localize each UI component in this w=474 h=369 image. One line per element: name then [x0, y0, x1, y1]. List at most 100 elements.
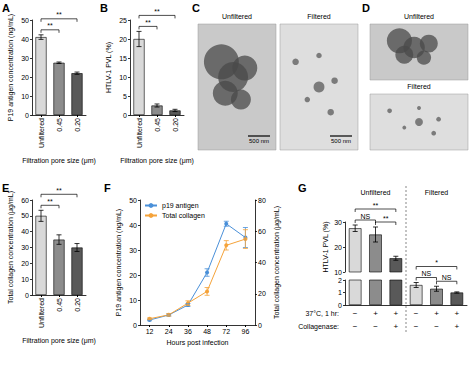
svg-text:NS: NS: [421, 270, 431, 277]
svg-text:Total collagen concentration (: Total collagen concentration (μg/mL): [273, 206, 281, 319]
svg-text:20: 20: [21, 260, 29, 267]
svg-text:0: 0: [338, 302, 342, 309]
svg-text:C: C: [192, 2, 200, 14]
svg-text:50: 50: [21, 17, 29, 24]
svg-text:60: 60: [258, 228, 266, 235]
svg-text:HTLV-1 PVL (%): HTLV-1 PVL (%): [322, 222, 330, 273]
svg-text:+: +: [454, 322, 459, 331]
svg-text:P19 antigen concentration (ng/: P19 antigen concentration (ng/mL): [115, 209, 123, 316]
svg-text:12: 12: [146, 328, 154, 335]
svg-text:**: **: [383, 215, 389, 222]
svg-text:10: 10: [21, 276, 29, 283]
svg-text:+: +: [454, 309, 459, 318]
svg-text:10: 10: [21, 93, 29, 100]
svg-text:1: 1: [338, 289, 342, 296]
svg-text:+: +: [393, 309, 398, 318]
svg-text:10: 10: [129, 297, 137, 304]
svg-text:Unfiltered: Unfiltered: [222, 13, 252, 20]
svg-text:20: 20: [258, 290, 266, 297]
svg-text:**: **: [56, 11, 62, 18]
svg-text:80: 80: [258, 197, 266, 204]
svg-text:NS: NS: [360, 213, 370, 220]
svg-text:Unfiltered: Unfiltered: [38, 118, 45, 148]
svg-text:37°C, 1 hr:: 37°C, 1 hr:: [305, 310, 339, 317]
svg-text:**: **: [154, 8, 160, 15]
svg-text:**: **: [56, 187, 62, 194]
svg-text:Filtration pore size (μm): Filtration pore size (μm): [120, 157, 194, 165]
svg-text:40: 40: [129, 222, 137, 229]
svg-text:24: 24: [165, 328, 173, 335]
svg-text:50: 50: [129, 197, 137, 204]
svg-text:30: 30: [21, 244, 29, 251]
svg-text:96: 96: [242, 328, 250, 335]
svg-text:Hours post infection: Hours post infection: [167, 339, 229, 347]
svg-text:−: −: [414, 309, 419, 318]
svg-text:Filtered: Filtered: [425, 189, 448, 196]
svg-text:40: 40: [258, 259, 266, 266]
svg-text:D: D: [362, 2, 370, 14]
svg-text:Filtered: Filtered: [407, 83, 430, 90]
svg-text:**: **: [373, 202, 379, 209]
svg-text:−: −: [353, 309, 358, 318]
svg-text:5: 5: [123, 93, 127, 100]
svg-text:+: +: [434, 309, 439, 318]
svg-text:+: +: [373, 309, 378, 318]
svg-text:0.45: 0.45: [56, 118, 63, 132]
svg-text:Filtered: Filtered: [307, 13, 330, 20]
svg-text:0.20: 0.20: [74, 118, 81, 132]
svg-text:30: 30: [334, 219, 342, 226]
svg-text:HTLV-1 PVL (%): HTLV-1 PVL (%): [105, 42, 113, 93]
svg-text:**: **: [47, 198, 53, 205]
svg-text:48: 48: [203, 328, 211, 335]
svg-text:500 nm: 500 nm: [331, 138, 351, 144]
svg-text:500 nm: 500 nm: [249, 138, 269, 144]
svg-text:*: *: [435, 259, 438, 266]
svg-text:36: 36: [184, 328, 192, 335]
svg-text:15: 15: [119, 55, 127, 62]
svg-text:Total collagen concentration (: Total collagen concentration (μg/mL): [7, 191, 15, 304]
svg-text:0.20: 0.20: [74, 298, 81, 312]
svg-text:0: 0: [133, 322, 137, 329]
svg-text:0: 0: [25, 292, 29, 299]
svg-text:−: −: [373, 322, 378, 331]
svg-text:A: A: [2, 2, 10, 14]
svg-text:G: G: [298, 182, 307, 194]
svg-text:Unfiltered: Unfiltered: [404, 13, 434, 20]
svg-text:25: 25: [119, 17, 127, 24]
svg-text:**: **: [145, 19, 151, 26]
svg-text:0.20: 0.20: [172, 118, 179, 132]
svg-text:40: 40: [21, 228, 29, 235]
svg-text:NS: NS: [442, 274, 452, 281]
svg-text:0: 0: [25, 112, 29, 119]
svg-text:20: 20: [119, 36, 127, 43]
svg-text:+: +: [393, 322, 398, 331]
svg-text:Collagenase:: Collagenase:: [298, 323, 339, 331]
svg-text:Total collagen: Total collagen: [162, 212, 205, 220]
svg-text:10: 10: [119, 74, 127, 81]
svg-text:30: 30: [129, 247, 137, 254]
svg-text:10: 10: [334, 269, 342, 276]
svg-text:72: 72: [222, 328, 230, 335]
svg-text:0: 0: [258, 322, 262, 329]
svg-text:0.45: 0.45: [56, 298, 63, 312]
svg-text:20: 20: [21, 74, 29, 81]
svg-text:Unfiltered: Unfiltered: [136, 118, 143, 148]
svg-text:B: B: [100, 2, 108, 14]
svg-text:40: 40: [21, 36, 29, 43]
svg-text:F: F: [104, 182, 111, 194]
svg-text:Filtration pore size (μm): Filtration pore size (μm): [22, 337, 96, 345]
svg-text:0.45: 0.45: [154, 118, 161, 132]
svg-text:Unfiltered: Unfiltered: [361, 189, 391, 196]
svg-text:−: −: [434, 322, 439, 331]
svg-text:50: 50: [21, 212, 29, 219]
svg-text:30: 30: [21, 55, 29, 62]
svg-text:Filtration pore size (μm): Filtration pore size (μm): [22, 157, 96, 165]
svg-text:20: 20: [129, 272, 137, 279]
svg-text:P19 antigen concentration (ng/: P19 antigen concentration (ng/mL): [7, 14, 15, 121]
svg-text:Unfiltered: Unfiltered: [38, 298, 45, 328]
svg-text:0: 0: [123, 112, 127, 119]
svg-text:**: **: [47, 22, 53, 29]
svg-text:2: 2: [338, 277, 342, 284]
svg-text:20: 20: [334, 244, 342, 251]
svg-text:−: −: [414, 322, 419, 331]
